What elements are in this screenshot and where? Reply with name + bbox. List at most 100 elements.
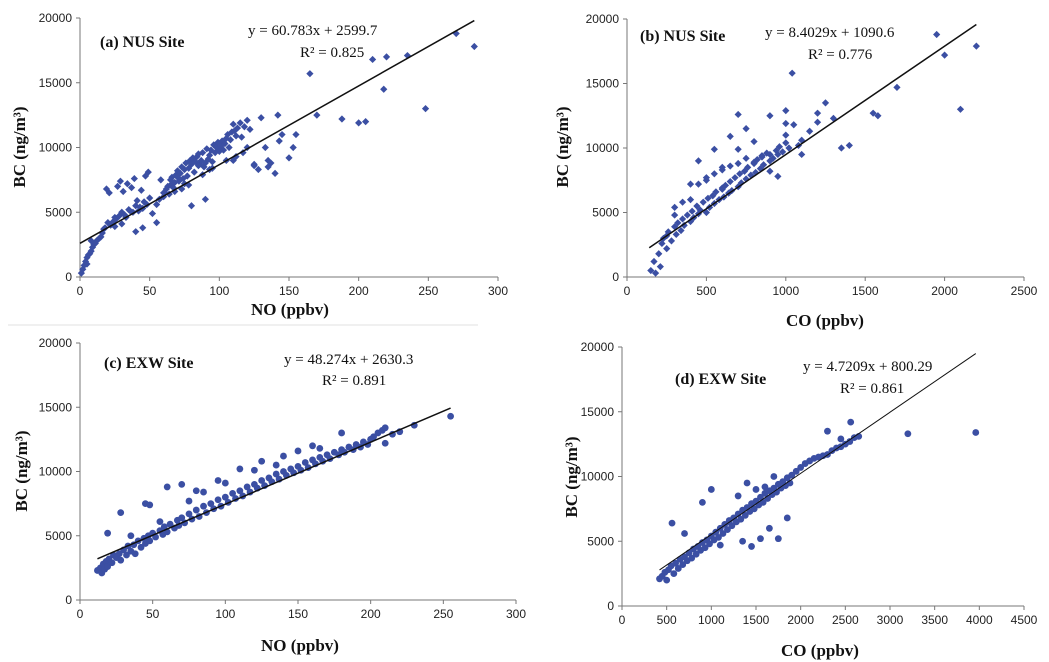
data-point <box>672 559 679 567</box>
data-point <box>313 111 321 119</box>
data-point <box>766 167 774 175</box>
data-point <box>185 510 193 518</box>
x-tick-label: 1000 <box>698 613 725 627</box>
y-tick-label: 20000 <box>586 12 620 26</box>
data-point <box>116 177 125 185</box>
data-point <box>829 114 838 122</box>
data-point <box>790 121 798 129</box>
data-point <box>782 106 790 115</box>
y-tick-label: 0 <box>612 270 619 284</box>
data-point <box>750 137 758 146</box>
data-point <box>115 550 123 558</box>
data-point <box>656 263 664 271</box>
data-point <box>131 550 139 558</box>
data-point <box>127 184 136 192</box>
data-point <box>264 156 272 165</box>
data-point <box>292 130 300 139</box>
data-point <box>681 530 688 537</box>
y-tick-label: 5000 <box>592 206 619 220</box>
data-point <box>734 110 742 119</box>
data-point <box>672 230 680 239</box>
x-tick-label: 50 <box>143 284 157 298</box>
data-point <box>81 257 90 266</box>
data-point <box>108 559 116 567</box>
data-point <box>686 196 695 204</box>
data-point <box>236 487 244 495</box>
x-tick-label: 50 <box>146 607 160 621</box>
data-point <box>105 189 113 197</box>
data-point <box>236 119 244 127</box>
data-point <box>144 168 152 176</box>
data-point <box>91 239 99 247</box>
data-point <box>338 115 346 123</box>
data-point <box>362 118 370 126</box>
data-point <box>788 471 796 479</box>
data-point <box>254 165 262 174</box>
data-point <box>678 215 687 223</box>
data-point <box>272 470 280 478</box>
data-point <box>837 435 845 443</box>
data-point <box>742 154 750 162</box>
data-point <box>667 237 676 245</box>
data-point <box>785 144 793 152</box>
data-point <box>736 170 744 178</box>
data-point <box>306 70 314 78</box>
data-point <box>715 533 722 541</box>
chart-a-nus-no: 0 50 100 150 200 250 300 0 5000 10000 15000 20000 (a… <box>10 11 508 319</box>
x-tick-label: 3500 <box>921 613 948 627</box>
data-point <box>837 144 845 152</box>
data-point <box>734 510 742 518</box>
data-point <box>382 53 391 61</box>
data-point <box>117 556 125 564</box>
data-point <box>118 220 126 228</box>
x-tick-label: 0 <box>77 284 84 298</box>
data-point <box>221 140 229 148</box>
data-point <box>671 203 679 211</box>
data-point <box>80 261 88 269</box>
data-point <box>187 202 196 210</box>
data-point <box>178 480 186 488</box>
data-point <box>766 157 774 165</box>
data-point <box>821 99 830 107</box>
y-axis-label: BC (ng/m³) <box>10 106 29 187</box>
data-point <box>214 477 222 484</box>
data-point <box>742 175 750 183</box>
data-point <box>200 502 207 510</box>
x-tick-label: 2500 <box>832 613 859 627</box>
data-point <box>734 159 742 168</box>
data-point <box>679 561 687 568</box>
data-point <box>98 229 106 237</box>
data-point <box>199 149 207 157</box>
data-point <box>271 169 279 177</box>
data-point <box>229 120 237 128</box>
data-point <box>798 136 806 144</box>
x-tick-label: 2000 <box>787 613 814 627</box>
data-point <box>274 111 282 119</box>
chart-b-nus-co: 0 500 1000 1500 2000 2500 0 5000 10000 15000 20000… <box>553 12 1038 330</box>
x-tick-label: 150 <box>279 284 299 298</box>
data-point <box>139 224 147 232</box>
x-tick-label: 2500 <box>1011 284 1038 298</box>
y-tick-label: 5000 <box>45 205 72 219</box>
data-point <box>792 467 800 475</box>
x-tick-label: 0 <box>624 284 631 298</box>
data-point <box>933 30 941 39</box>
data-point <box>123 180 131 188</box>
data-point <box>79 265 87 273</box>
data-point <box>766 524 773 532</box>
data-point <box>699 198 707 206</box>
data-point <box>132 228 140 236</box>
data-point <box>734 145 742 153</box>
data-point <box>712 188 720 196</box>
data-point <box>205 151 214 159</box>
x-axis-label: NO (ppbv) <box>261 636 339 655</box>
data-point <box>289 143 297 152</box>
data-point <box>233 124 242 132</box>
data-point <box>702 176 710 184</box>
data-point <box>719 530 727 537</box>
data-point <box>651 269 660 277</box>
data-point <box>677 226 685 235</box>
data-point <box>250 160 258 168</box>
data-point <box>316 444 324 452</box>
x-tick-label: 500 <box>696 284 716 298</box>
